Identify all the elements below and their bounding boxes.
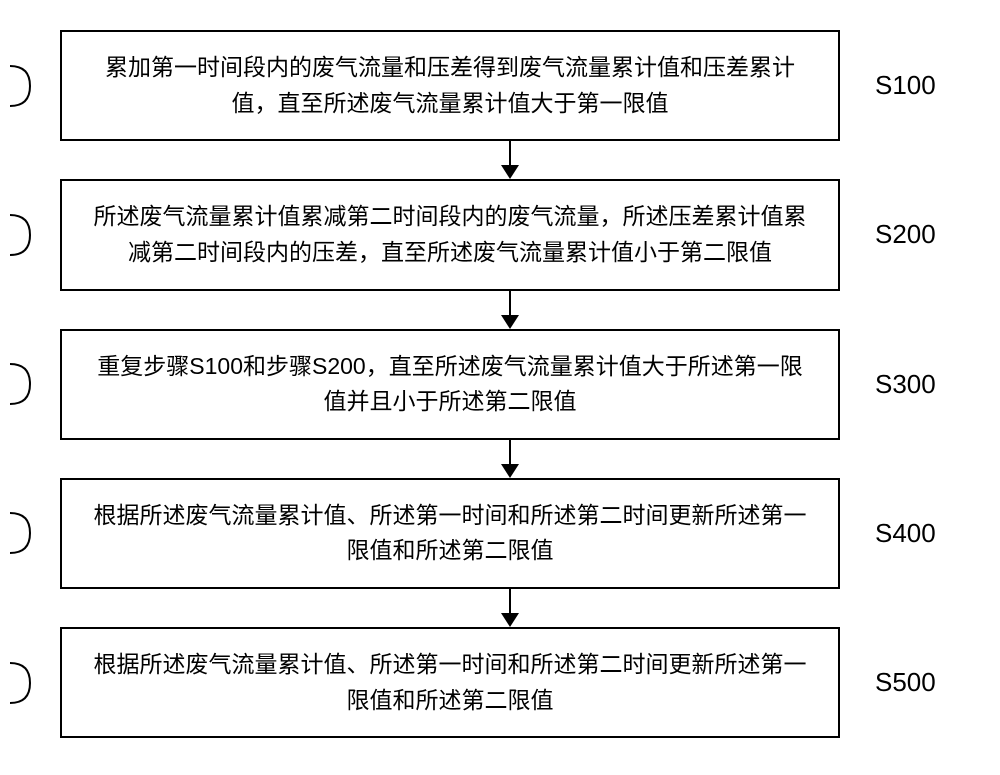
arrow-connector bbox=[120, 291, 900, 329]
arrow-connector bbox=[120, 440, 900, 478]
step-label: S400 bbox=[875, 518, 936, 549]
step-box-s300: 重复步骤S100和步骤S200，直至所述废气流量累计值大于所述第一限值并且小于所… bbox=[60, 329, 840, 440]
bracket-curve-icon bbox=[10, 61, 45, 111]
bracket-curve-icon bbox=[10, 359, 45, 409]
step-row: 根据所述废气流量累计值、所述第一时间和所述第二时间更新所述第一限值和所述第二限值… bbox=[40, 478, 960, 589]
arrow-head-icon bbox=[501, 613, 519, 627]
step-row: 累加第一时间段内的废气流量和压差得到废气流量累计值和压差累计值，直至所述废气流量… bbox=[40, 30, 960, 141]
step-text: 所述废气流量累计值累减第二时间段内的废气流量，所述压差累计值累减第二时间段内的压… bbox=[94, 203, 807, 265]
step-row: 所述废气流量累计值累减第二时间段内的废气流量，所述压差累计值累减第二时间段内的压… bbox=[40, 179, 960, 290]
arrow-line bbox=[509, 440, 511, 464]
arrow-head-icon bbox=[501, 165, 519, 179]
bracket-curve-icon bbox=[10, 658, 45, 708]
step-label: S500 bbox=[875, 667, 936, 698]
step-box-s100: 累加第一时间段内的废气流量和压差得到废气流量累计值和压差累计值，直至所述废气流量… bbox=[60, 30, 840, 141]
arrow-connector bbox=[120, 589, 900, 627]
step-box-s500: 根据所述废气流量累计值、所述第一时间和所述第二时间更新所述第一限值和所述第二限值 bbox=[60, 627, 840, 738]
step-text: 累加第一时间段内的废气流量和压差得到废气流量累计值和压差累计值，直至所述废气流量… bbox=[105, 54, 795, 116]
bracket-curve-icon bbox=[10, 210, 45, 260]
step-text: 根据所述废气流量累计值、所述第一时间和所述第二时间更新所述第一限值和所述第二限值 bbox=[94, 502, 807, 564]
step-text: 重复步骤S100和步骤S200，直至所述废气流量累计值大于所述第一限值并且小于所… bbox=[97, 353, 802, 415]
arrow-head-icon bbox=[501, 464, 519, 478]
arrow-line bbox=[509, 141, 511, 165]
step-box-s400: 根据所述废气流量累计值、所述第一时间和所述第二时间更新所述第一限值和所述第二限值 bbox=[60, 478, 840, 589]
bracket-curve-icon bbox=[10, 508, 45, 558]
step-label: S100 bbox=[875, 70, 936, 101]
flowchart-container: 累加第一时间段内的废气流量和压差得到废气流量累计值和压差累计值，直至所述废气流量… bbox=[40, 30, 960, 738]
arrow-connector bbox=[120, 141, 900, 179]
arrow-head-icon bbox=[501, 315, 519, 329]
step-box-s200: 所述废气流量累计值累减第二时间段内的废气流量，所述压差累计值累减第二时间段内的压… bbox=[60, 179, 840, 290]
step-text: 根据所述废气流量累计值、所述第一时间和所述第二时间更新所述第一限值和所述第二限值 bbox=[94, 651, 807, 713]
arrow-line bbox=[509, 291, 511, 315]
step-label: S200 bbox=[875, 219, 936, 250]
step-row: 重复步骤S100和步骤S200，直至所述废气流量累计值大于所述第一限值并且小于所… bbox=[40, 329, 960, 440]
step-row: 根据所述废气流量累计值、所述第一时间和所述第二时间更新所述第一限值和所述第二限值… bbox=[40, 627, 960, 738]
arrow-line bbox=[509, 589, 511, 613]
step-label: S300 bbox=[875, 369, 936, 400]
